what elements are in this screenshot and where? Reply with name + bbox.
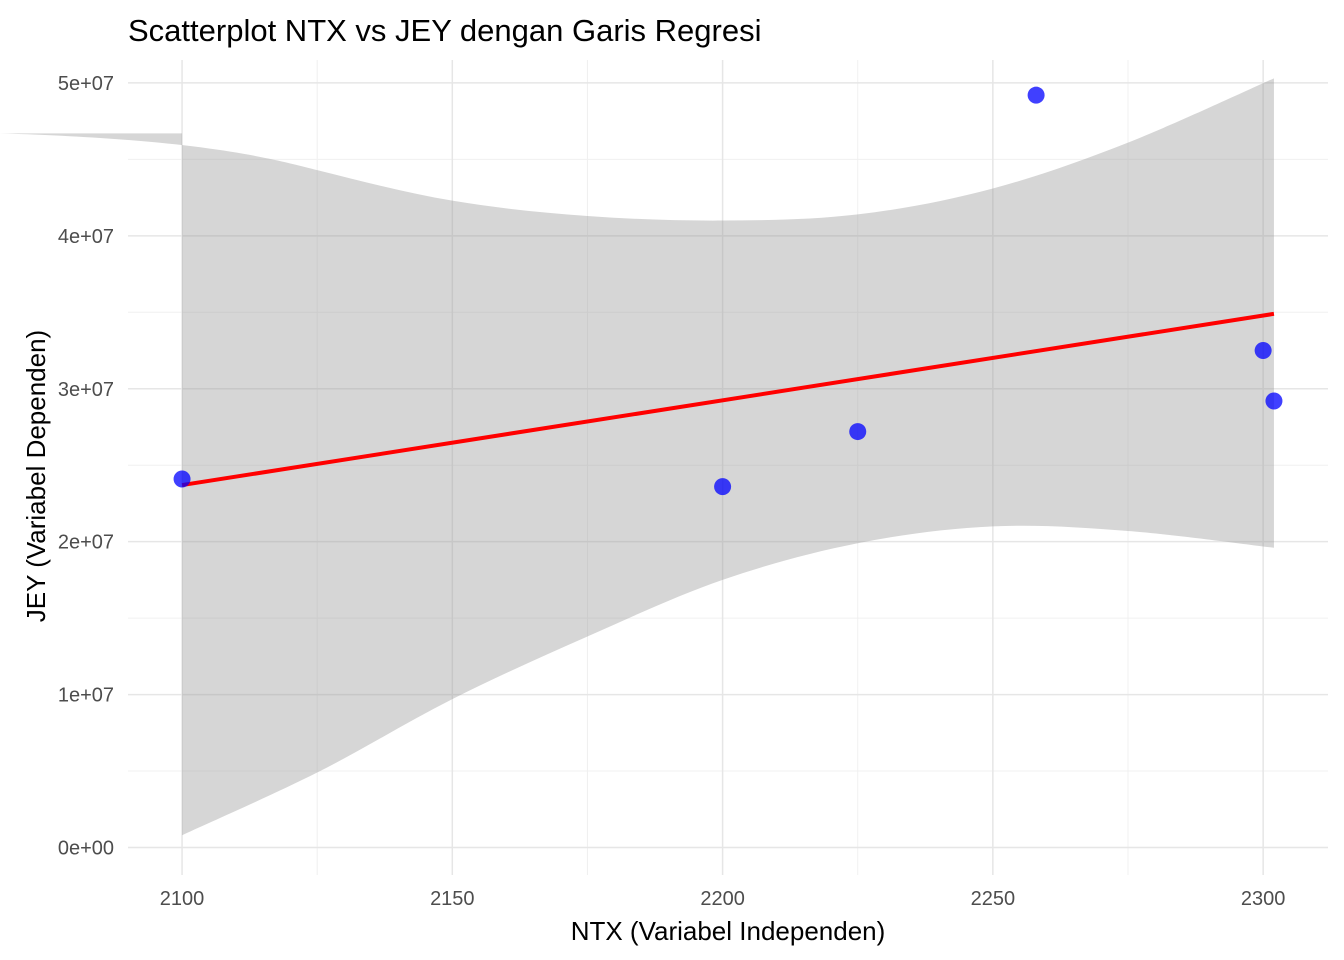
confidence-band xyxy=(0,78,1274,836)
data-point xyxy=(849,423,867,441)
chart-title: Scatterplot NTX vs JEY dengan Garis Regr… xyxy=(128,13,762,48)
data-point xyxy=(173,470,191,488)
x-tick-label: 2250 xyxy=(971,888,1016,910)
y-tick-label: 4e+07 xyxy=(58,226,114,248)
y-axis-title: JEY (Variabel Dependen) xyxy=(21,330,51,622)
y-tick-label: 2e+07 xyxy=(58,532,114,554)
tick-labels: 2100 2150 2200 2250 2300 0e+00 1e+07 2e+07 3e+07… xyxy=(58,73,1286,910)
x-axis-title: NTX (Variabel Independen) xyxy=(571,916,886,946)
data-point xyxy=(1265,392,1283,410)
y-tick-label: 0e+00 xyxy=(58,837,114,859)
x-tick-label: 2150 xyxy=(430,888,475,910)
x-tick-label: 2300 xyxy=(1241,888,1286,910)
y-tick-label: 1e+07 xyxy=(58,685,114,707)
confidence-band-layer xyxy=(0,78,1274,836)
data-point xyxy=(1027,86,1045,104)
data-point xyxy=(1254,342,1272,360)
x-tick-label: 2100 xyxy=(160,888,205,910)
y-tick-label: 5e+07 xyxy=(58,73,114,95)
y-tick-label: 3e+07 xyxy=(58,379,114,401)
grid xyxy=(128,60,1328,875)
regression-line xyxy=(181,311,1275,488)
points-layer xyxy=(173,86,1283,496)
data-point xyxy=(714,478,732,496)
x-tick-label: 2200 xyxy=(700,888,745,910)
regression-line-layer xyxy=(181,311,1275,488)
